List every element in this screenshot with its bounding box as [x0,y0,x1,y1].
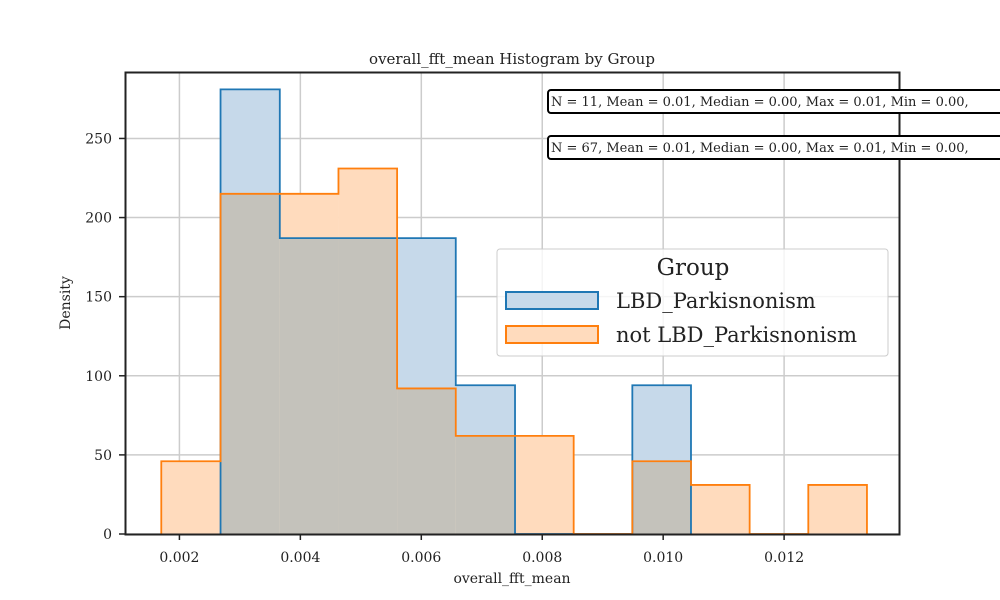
stats-box-not-lbd: N = 67, Mean = 0.01, Median = 0.00, Max … [547,135,1000,160]
x-tick-label: 0.002 [159,550,199,566]
y-tick-label: 50 [94,448,112,464]
series-outline-0 [219,88,692,535]
stats-text-not-lbd: N = 67, Mean = 0.01, Median = 0.00, Max … [551,141,969,156]
plot-frame [124,71,901,536]
histogram-bar [161,461,221,534]
y-tick-label: 200 [85,211,112,227]
overlap-bar [220,193,280,534]
x-tick-label: 0.006 [401,550,441,566]
stats-box-not-lbd-frame [547,135,1000,160]
legend-label-lbd: LBD_Parkisnonism [616,289,816,313]
x-axis-title: overall_fft_mean [453,571,570,587]
y-tick-label: 0 [103,527,112,543]
legend-label-not-lbd: not LBD_Parkisnonism [616,323,857,347]
axes [124,71,901,536]
stats-box-lbd-frame [547,89,1000,114]
legend-swatch-not-lbd [505,325,599,344]
stats-box-lbd: N = 11, Mean = 0.01, Median = 0.00, Max … [547,89,1000,114]
y-axis-title: Density [58,276,74,330]
overlap-bar [397,388,456,534]
legend-title: Group [657,255,730,281]
y-tick-label: 100 [85,369,112,385]
overlap-bar [455,435,516,534]
y-tick-label: 250 [85,131,112,147]
overlap-bar [632,461,691,534]
x-tick-label: 0.010 [643,550,683,566]
histogram-bar [515,435,574,534]
stats-text-lbd: N = 11, Mean = 0.01, Median = 0.00, Max … [551,95,969,110]
legend: Group LBD_Parkisnonism not LBD_Parkisnon… [496,248,889,357]
legend-swatch-lbd [505,291,599,310]
histogram-bar [690,484,750,534]
ticks: 0.002 0.004 0.006 0.008 0.010 0.012 0 50 100 150 2… [85,131,804,566]
y-tick-label: 150 [85,290,112,306]
x-tick-label: 0.008 [522,550,562,566]
overlap-bar [338,238,398,535]
histogram-bar [808,484,867,534]
overlap-region [220,193,691,535]
x-tick-label: 0.004 [280,550,320,566]
x-tick-label: 0.012 [764,550,804,566]
chart-title: overall_fft_mean Histogram by Group [369,50,655,68]
histogram-bars [160,88,868,535]
overlap-bar [279,238,339,535]
